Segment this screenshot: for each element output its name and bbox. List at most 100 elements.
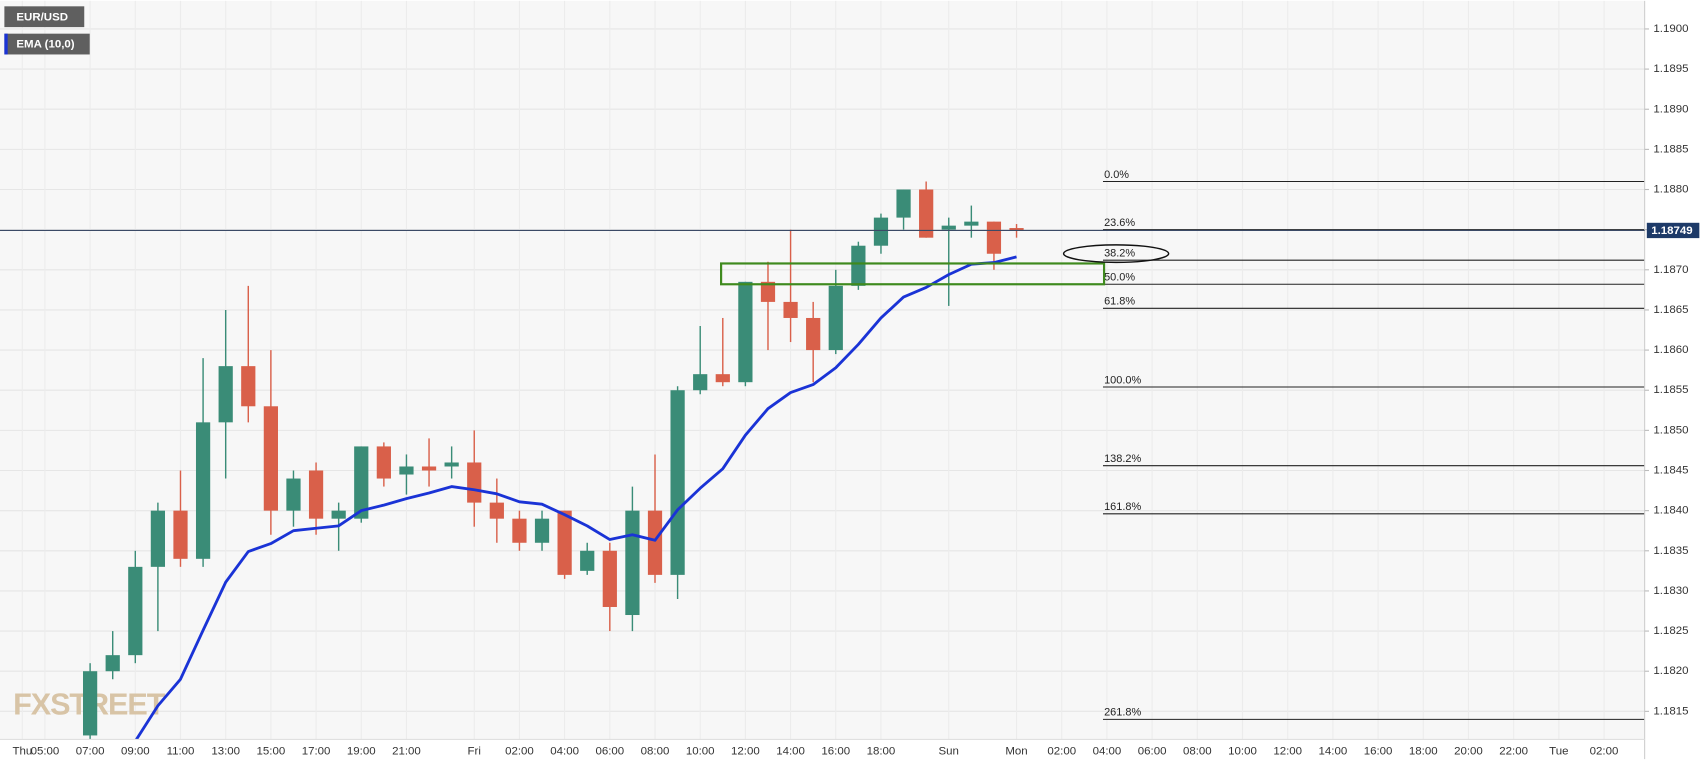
x-tick-label: 16:00: [1364, 746, 1393, 758]
y-tick-label: 1.1870: [1653, 264, 1688, 276]
candle-body: [512, 518, 527, 543]
candle-body: [354, 446, 369, 519]
x-tick-label: 11:00: [167, 746, 195, 758]
candle-body: [489, 502, 504, 519]
candle-body: [1009, 228, 1024, 231]
x-tick-label: 21:00: [392, 746, 421, 758]
x-tick-label: Thu: [12, 746, 32, 758]
x-tick-label: 18:00: [867, 746, 896, 758]
fib-label: 100.0%: [1104, 374, 1141, 386]
support-zone-box: [720, 262, 1106, 286]
candle-body: [557, 510, 572, 575]
x-tick-label: 09:00: [121, 746, 150, 758]
x-tick-label: 04:00: [550, 746, 579, 758]
candle-body: [534, 518, 550, 543]
x-tick-label: 05:00: [31, 746, 60, 758]
legend-box: [4, 33, 90, 55]
x-tick-label: 10:00: [686, 746, 715, 758]
candle-body: [647, 510, 663, 575]
plot-background: [0, 0, 1645, 740]
axes: 1.1815 1.1820 1.1825 1.1830 1.1835 1.1840 1.18…: [0, 23, 1700, 758]
x-tick-label: 06:00: [595, 746, 624, 758]
ema-line: [134, 255, 1017, 740]
x-tick-label: 19:00: [347, 746, 376, 758]
x-tick-label: 17:00: [302, 746, 331, 758]
candle-body: [444, 462, 459, 467]
y-tick-label: 1.1885: [1653, 143, 1688, 155]
candle-body: [331, 510, 346, 519]
x-tick-label: 12:00: [731, 746, 760, 758]
y-tick-label: 1.1890: [1653, 103, 1688, 115]
y-tick-label: 1.1845: [1653, 465, 1688, 477]
candle-body: [693, 374, 708, 391]
fib-label: 61.8%: [1104, 296, 1135, 308]
candle-body: [128, 566, 143, 656]
candle-body: [806, 317, 821, 351]
candle-body: [941, 225, 956, 230]
x-tick-label: 14:00: [1319, 746, 1348, 758]
fib-label: 0.0%: [1104, 169, 1129, 181]
y-tick-label: 1.1900: [1653, 23, 1688, 35]
candle-body: [783, 301, 798, 318]
x-tick-label: 02:00: [1590, 746, 1619, 758]
candle-body: [467, 462, 482, 503]
x-tick-label: 22:00: [1499, 746, 1528, 758]
y-tick-label: 1.1820: [1653, 665, 1688, 677]
candle-body: [580, 550, 595, 571]
candle-body: [738, 281, 753, 383]
highlight-ellipse: [1062, 244, 1170, 264]
candle-body: [919, 189, 934, 238]
x-tick-label: 10:00: [1228, 746, 1257, 758]
candle-body: [986, 221, 1002, 254]
x-tick-label: Sun: [939, 746, 959, 758]
candle-body: [851, 245, 866, 286]
fib-label: 38.2%: [1104, 247, 1135, 259]
x-tick-label: Mon: [1005, 746, 1027, 758]
series-area: [82, 181, 1024, 740]
x-tick-label: 02:00: [1047, 746, 1076, 758]
candle-body: [105, 655, 120, 672]
candle-body: [286, 478, 301, 511]
x-tick-label: 16:00: [821, 746, 850, 758]
candle-body: [376, 446, 391, 479]
y-tick-label: 1.1840: [1653, 505, 1688, 517]
x-tick-label: 04:00: [1093, 746, 1122, 758]
y-tick-label: 1.1850: [1653, 424, 1688, 436]
fib-label: 23.6%: [1104, 217, 1135, 229]
candle-body: [195, 422, 211, 559]
legend: EUR/USD EMA (10,0): [4, 6, 90, 55]
x-tick-label: 08:00: [641, 746, 670, 758]
fib-label: 50.0%: [1104, 272, 1135, 284]
candle-body: [218, 366, 233, 423]
legend-label: EMA (10,0): [16, 39, 74, 51]
fibonacci-levels: 0.0% 23.6% 38.2% 50.0% 61.8% 100.0% 138.2% 161.…: [1102, 169, 1645, 720]
legend-box: [4, 6, 85, 28]
candle-body: [625, 510, 640, 616]
candle-body: [760, 281, 776, 302]
candle-body: [421, 466, 437, 471]
x-tick-label: Tue: [1549, 746, 1568, 758]
x-tick-label: 08:00: [1183, 746, 1212, 758]
x-tick-label: Fri: [468, 746, 481, 758]
candle-body: [82, 671, 98, 736]
y-tick-label: 1.1835: [1653, 545, 1688, 557]
y-tick-label: 1.1895: [1653, 63, 1688, 75]
candle-body: [670, 390, 685, 575]
x-tick-label: 13:00: [211, 746, 240, 758]
x-tick-label: 20:00: [1454, 746, 1483, 758]
candle-body: [173, 510, 188, 559]
grid: [0, 0, 1645, 740]
x-tick-label: 12:00: [1273, 746, 1302, 758]
y-tick-label: 1.1830: [1653, 585, 1688, 597]
x-tick-label: 18:00: [1409, 746, 1438, 758]
candle-body: [896, 189, 911, 218]
x-tick-label: 02:00: [505, 746, 534, 758]
candle-body: [964, 221, 979, 226]
candle-body: [602, 550, 617, 607]
candle-body: [715, 374, 730, 383]
price-tag: [1646, 222, 1700, 239]
candle-body: [241, 366, 256, 407]
y-tick-label: 1.1865: [1653, 304, 1688, 316]
y-tick-label: 1.1855: [1653, 384, 1688, 396]
